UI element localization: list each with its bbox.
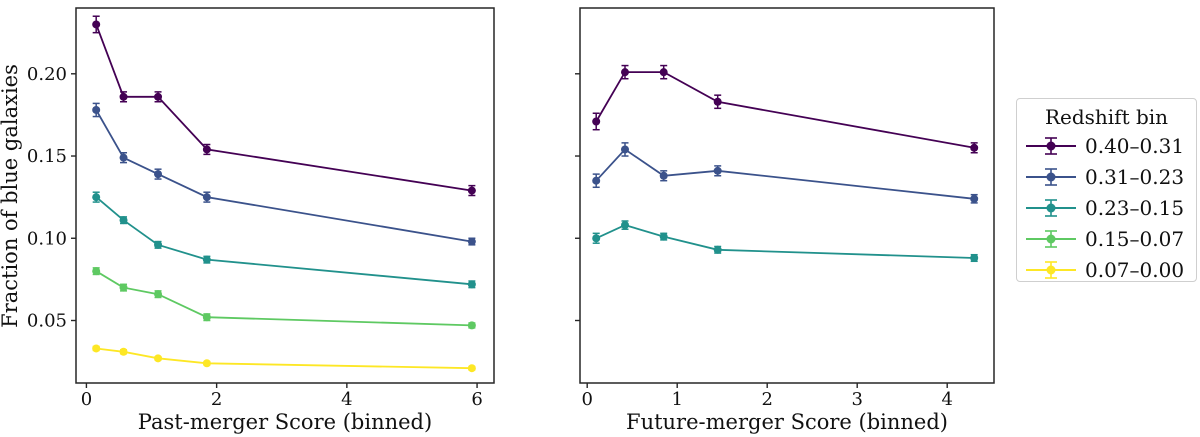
y-tick-label: 0.15 [27, 146, 67, 167]
x-tick-label: 2 [211, 389, 222, 410]
data-point [713, 97, 722, 106]
y-axis-label: Fraction of blue galaxies [0, 64, 22, 328]
x-tick-label: 0 [81, 389, 92, 410]
right-panel: 0 1 2 3 4 [575, 7, 995, 410]
data-point [202, 255, 211, 264]
legend-item: 0.31–0.23 [1025, 163, 1188, 190]
legend-item-label: 0.23–0.15 [1085, 195, 1185, 220]
legend-item: 0.40–0.31 [1025, 132, 1188, 159]
legend-marker-icon [1026, 198, 1076, 217]
y-tick-label: 0.10 [27, 228, 67, 249]
data-point [621, 221, 629, 230]
x-tick-label: 4 [941, 389, 952, 410]
data-point [119, 347, 128, 356]
series-0.15–0.07 [92, 267, 476, 330]
legend-item-label: 0.40–0.31 [1085, 133, 1185, 158]
x-tick-label: 2 [761, 389, 772, 410]
data-point [713, 166, 722, 175]
data-point [154, 92, 163, 101]
data-point [467, 280, 476, 289]
legend-item-label: 0.15–0.07 [1085, 226, 1185, 251]
x-tick-label: 4 [341, 389, 352, 410]
data-point [92, 105, 101, 114]
legend-marker-icon [1026, 229, 1076, 248]
legend-title: Redshift bin [1044, 105, 1169, 129]
data-point [659, 171, 668, 180]
data-point [119, 92, 128, 101]
series-line [595, 71, 975, 149]
data-point [154, 170, 163, 179]
series-line [95, 24, 473, 192]
data-point [154, 240, 163, 249]
data-point [592, 176, 601, 185]
series-line [95, 109, 473, 243]
legend-marker-icon [1026, 260, 1076, 279]
data-point [713, 245, 722, 254]
series-0.31–0.23 [92, 102, 476, 246]
data-point [467, 364, 476, 373]
data-point [467, 186, 476, 195]
axes-frame [579, 7, 995, 384]
legend-item: 0.15–0.07 [1025, 225, 1188, 252]
data-point [202, 313, 211, 322]
data-point [119, 153, 128, 162]
data-point [119, 216, 128, 225]
legend-items: 0.40–0.31 0.31–0.23 0.23–0.15 0.15–0.07 0.07… [1025, 132, 1188, 283]
data-point [92, 267, 101, 276]
data-point [92, 344, 101, 353]
series-0.23–0.15 [592, 220, 979, 263]
data-point [202, 193, 211, 202]
y-tick-label: 0.05 [27, 311, 67, 332]
series-0.07–0.00 [92, 344, 476, 373]
data-point [202, 359, 211, 368]
series-line [595, 148, 975, 200]
data-point [154, 354, 163, 363]
axes-frame [75, 7, 495, 384]
data-point [592, 234, 601, 243]
legend-marker-icon [1026, 136, 1076, 155]
data-point [621, 68, 629, 77]
x-tick-label: 0 [581, 389, 592, 410]
data-point [467, 237, 476, 246]
data-point [659, 232, 668, 241]
x-tick-label: 1 [671, 389, 682, 410]
data-point [621, 145, 629, 154]
x-axis-label-right: Future-merger Score (binned) [626, 410, 948, 434]
x-tick-label: 6 [471, 389, 482, 410]
legend-item: 0.23–0.15 [1025, 194, 1188, 221]
y-tick-label: 0.20 [27, 64, 67, 85]
data-point [970, 194, 979, 203]
series-0.40–0.31 [592, 64, 979, 154]
series-line [96, 347, 472, 370]
data-point [92, 193, 101, 202]
legend-item: 0.07–0.00 [1025, 256, 1188, 283]
data-point [659, 68, 668, 77]
x-tick-label: 3 [851, 389, 862, 410]
series-0.40–0.31 [92, 15, 476, 197]
data-point [592, 117, 601, 126]
data-point [970, 254, 979, 262]
data-point [970, 143, 979, 152]
data-point [119, 283, 128, 292]
data-point [467, 321, 476, 330]
legend-item-label: 0.31–0.23 [1085, 164, 1185, 189]
legend-marker-icon [1026, 167, 1076, 186]
series-0.23–0.15 [92, 191, 476, 289]
left-panel: 0 2 4 6 0.05 0.10 0.15 0.20 [27, 7, 495, 410]
data-point [202, 145, 211, 154]
data-point [154, 290, 163, 299]
legend: Redshift bin 0.40–0.31 0.31–0.23 0.23–0.15… [1016, 98, 1197, 282]
series-0.31–0.23 [592, 142, 979, 204]
legend-item-label: 0.07–0.00 [1085, 257, 1185, 282]
data-point [92, 20, 101, 29]
series-line [595, 224, 975, 259]
x-axis-label-left: Past-merger Score (binned) [138, 410, 432, 434]
